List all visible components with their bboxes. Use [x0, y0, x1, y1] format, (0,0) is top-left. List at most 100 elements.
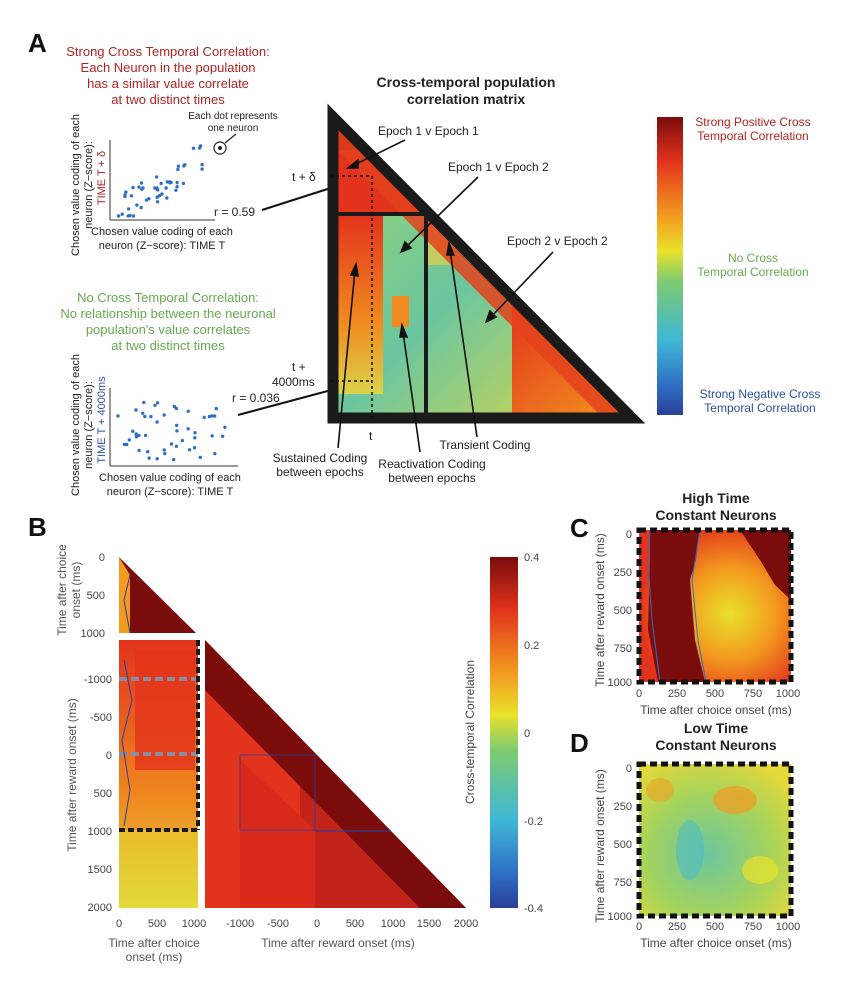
scatter-dot [137, 185, 141, 189]
scatter-strong [109, 140, 227, 221]
svg-text:250: 250 [614, 801, 632, 813]
scatter-dot [172, 457, 176, 462]
svg-text:Transient Coding: Transient Coding [440, 438, 531, 452]
scatter-dot [200, 162, 204, 167]
svg-text:TIME T + 4000ms: TIME T + 4000ms [96, 376, 108, 464]
scatter-dot [135, 203, 139, 207]
panel-c-label: C [570, 513, 589, 543]
scatter-dot [143, 414, 147, 419]
highlight-neuron-circle [213, 141, 227, 155]
scatter-dot [172, 404, 176, 409]
svg-text:-1000: -1000 [226, 918, 254, 930]
scatter-dot [220, 434, 225, 438]
svg-text:2000: 2000 [454, 918, 478, 930]
svg-text:1000: 1000 [88, 826, 112, 838]
scatter-dot [137, 448, 141, 453]
svg-text:0: 0 [636, 688, 642, 700]
matrix-title-1: Cross-temporal population [377, 74, 556, 90]
t-label: t [369, 429, 373, 443]
svg-text:-0.2: -0.2 [524, 816, 543, 828]
panel-b-reward-xticks: -1000 -500 0 500 1000 1500 2000 [226, 918, 478, 930]
concept-colorbar [657, 117, 683, 415]
svg-text:Epoch 1 v Epoch 1: Epoch 1 v Epoch 1 [378, 124, 479, 138]
r-value-strong: r = 0.59 [214, 205, 255, 219]
svg-text:250: 250 [668, 688, 686, 700]
scatter-dot [131, 429, 135, 433]
scatter-dot [155, 457, 159, 461]
svg-text:between epochs: between epochs [276, 465, 363, 479]
scatter-dot [141, 411, 145, 415]
panel-c-title-2: Constant Neurons [655, 507, 777, 523]
svg-text:-1000: -1000 [84, 674, 112, 686]
svg-text:750: 750 [744, 688, 762, 700]
panel-b-label: B [28, 512, 47, 542]
scatter-dot [162, 413, 166, 417]
scatter-dot [140, 187, 144, 191]
svg-text:Temporal Correlation: Temporal Correlation [697, 129, 808, 143]
panel-d-label: D [570, 728, 589, 758]
svg-text:Chosen value coding of each: Chosen value coding of each [70, 114, 82, 256]
scatter-dot [127, 438, 131, 442]
svg-text:1000: 1000 [182, 918, 206, 930]
scatter-dot [143, 433, 148, 438]
panel-b-reward-yticks: -1000 -500 0 500 1000 1500 2000 [84, 674, 112, 914]
scatter1-ylabel: Chosen value coding of each neuron (Z−sc… [70, 114, 108, 256]
svg-text:0: 0 [524, 728, 530, 740]
scatter-dot [186, 427, 190, 431]
scatter-dot [116, 414, 120, 418]
dot-note: Each dot represents one neuron [188, 111, 278, 134]
svg-text:Epoch 2 v Epoch 2: Epoch 2 v Epoch 2 [507, 234, 608, 248]
svg-text:Temporal Correlation: Temporal Correlation [697, 265, 808, 279]
svg-text:0: 0 [99, 552, 105, 564]
scatter-dot [167, 180, 172, 184]
svg-text:250: 250 [614, 567, 632, 579]
scatter-dot [131, 185, 135, 190]
t-delta-label: t + δ [292, 170, 316, 184]
svg-text:0: 0 [116, 918, 122, 930]
scatter-dot [175, 429, 179, 433]
scatter-dot [180, 438, 184, 443]
scatter-dot [147, 456, 151, 460]
svg-text:500: 500 [706, 921, 724, 933]
svg-text:TIME T + δ: TIME T + δ [96, 151, 108, 205]
scatter-dot [176, 167, 180, 172]
scatter-dot [191, 146, 196, 150]
svg-text:neuron (Z−score):: neuron (Z−score): [83, 141, 95, 229]
svg-text:Each Neuron in the population: Each Neuron in the population [81, 60, 256, 75]
panel-d-title-1: Low Time [684, 720, 749, 736]
callouts: Epoch 1 v Epoch 1 Epoch 1 v Epoch 2 Epoc… [273, 124, 608, 485]
panel-b-choice-xticks: 0 500 1000 [116, 918, 206, 930]
panel-a-label: A [28, 28, 47, 58]
callout-arrows [337, 139, 554, 453]
scatter-dot [154, 175, 159, 179]
panel-d-yticks: 0 250 500 750 1000 [608, 763, 632, 923]
scatter2-ylabel: Chosen value coding of each neuron (Z−sc… [70, 354, 108, 496]
panel-d-xticks: 0 250 500 750 1000 [636, 921, 800, 933]
scatter-dot [139, 205, 143, 210]
scatter-dot [155, 200, 160, 204]
scatter-dot [156, 188, 160, 192]
svg-text:between epochs: between epochs [388, 471, 475, 485]
scatter-dot [175, 185, 179, 189]
panel-c-heatmap [636, 527, 794, 685]
svg-text:population's value correlates: population's value correlates [86, 322, 251, 337]
scatter-dot [155, 420, 159, 424]
svg-text:Time after reward onset (ms): Time after reward onset (ms) [65, 698, 79, 852]
svg-text:Reactivation Coding: Reactivation Coding [378, 457, 485, 471]
svg-text:0.4: 0.4 [524, 552, 539, 564]
svg-text:Chosen value coding of each: Chosen value coding of each [70, 354, 82, 496]
svg-text:1000: 1000 [81, 628, 105, 640]
scatter-dot [146, 450, 150, 454]
svg-text:250: 250 [668, 921, 686, 933]
svg-text:0.2: 0.2 [524, 640, 539, 652]
matrix-title-2: correlation matrix [407, 91, 525, 107]
scatter-dot [149, 414, 153, 419]
scatter-dot [163, 451, 167, 456]
scatter-dot [159, 181, 163, 186]
svg-text:0: 0 [636, 921, 642, 933]
scatter-dot [187, 448, 192, 452]
scatter-dot [214, 406, 218, 411]
scatter-none [109, 388, 238, 467]
scatter-dot [212, 414, 217, 418]
